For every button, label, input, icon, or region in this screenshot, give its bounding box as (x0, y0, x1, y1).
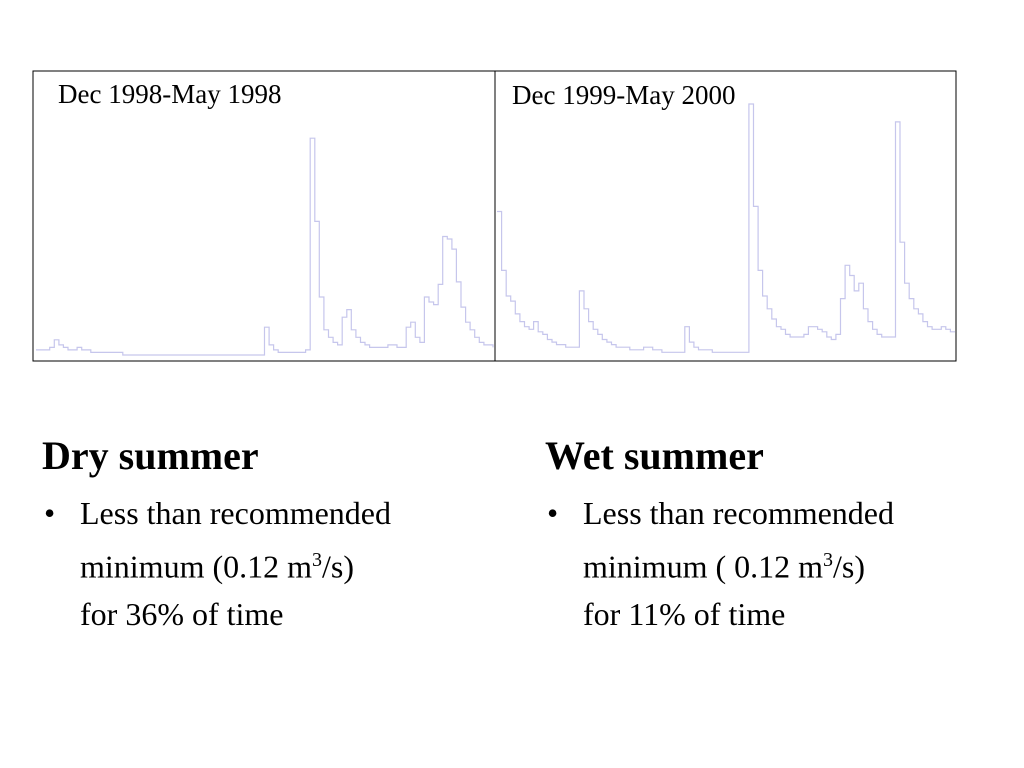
bullet-line: minimum (0.12 m3/s) (80, 537, 502, 591)
wet-summer-heading: Wet summer (545, 433, 764, 478)
dry-summer-bullets: Less than recommended minimum (0.12 m3/s… (42, 490, 502, 638)
flow-series-line (497, 103, 955, 353)
superscript: 3 (312, 549, 322, 571)
bullet-line: for 36% of time (80, 595, 284, 632)
superscript: 3 (823, 549, 833, 571)
dry-summer-column: Dry summer Less than recommended minimum… (42, 430, 502, 638)
bullet-line: Less than recommended (583, 495, 894, 531)
dry-summer-heading: Dry summer (42, 433, 259, 478)
panel-title: Dec 1999-May 2000 (512, 80, 735, 110)
bullet-text: minimum ( 0.12 m (583, 548, 823, 585)
bullet-text: /s) (833, 548, 865, 585)
bullet-text: /s) (322, 548, 354, 585)
wet-summer-column: Wet summer Less than recommended minimum… (545, 430, 1005, 638)
panel-frame (494, 70, 957, 362)
bullet-line: minimum ( 0.12 m3/s) (583, 537, 1005, 591)
flow-series-line (36, 137, 494, 356)
panel-title: Dec 1998-May 1998 (58, 79, 281, 109)
wet-summer-bullet: Less than recommended minimum ( 0.12 m3/… (545, 490, 1005, 638)
panel-frame (32, 70, 496, 362)
hydrograph-panel-wet: Dec 1999-May 2000 (494, 70, 957, 362)
hydrograph-figure: Dec 1998-May 1998 Dec 1999-May 2000 (32, 70, 957, 362)
dry-summer-bullet: Less than recommended minimum (0.12 m3/s… (42, 490, 502, 638)
bullet-text: minimum (0.12 m (80, 548, 312, 585)
hydrograph-panel-dry: Dec 1998-May 1998 (32, 70, 496, 362)
wet-summer-bullets: Less than recommended minimum ( 0.12 m3/… (545, 490, 1005, 638)
bullet-line: Less than recommended (80, 495, 391, 531)
bullet-line: for 11% of time (583, 595, 786, 632)
